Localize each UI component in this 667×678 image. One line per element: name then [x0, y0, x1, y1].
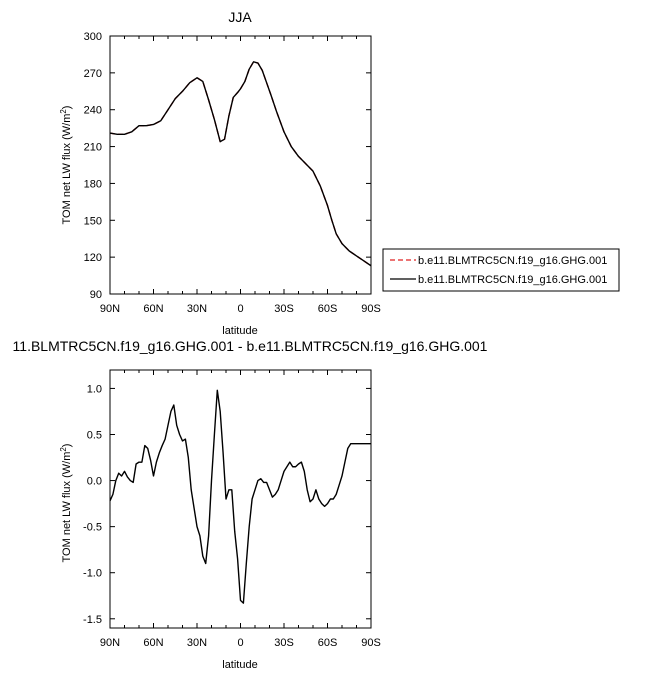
top-chart-plot-area: 90 120 150 180 210 240 270 300 90N 60N 30N 0 30S 60S 9…	[84, 31, 381, 315]
chart-1-ytick-label-2: 0.0	[87, 476, 102, 488]
bottom-chart: 11.BLMTRC5CN.f19_g16.GHG.001 - b.e11.BLM…	[13, 338, 488, 671]
bottom-chart-y-axis-label-sup: 2	[59, 447, 68, 452]
chart-1-xtick-label-2: 30N	[187, 637, 207, 649]
chart-0-xtick-label-2: 30N	[187, 303, 207, 315]
bottom-chart-y-axis-label: TOM net LW flux (W/m2)	[59, 444, 73, 563]
bottom-chart-plot-area: 1.0 0.5 0.0 -0.5 -1.0 -1.5 90N 60N 30N 0 30S 60S 90S	[83, 369, 381, 649]
chart-0-ytick-label-5: 240	[84, 105, 102, 117]
bottom-chart-title: 11.BLMTRC5CN.f19_g16.GHG.001 - b.e11.BLM…	[13, 338, 488, 354]
chart-1-xtick-label-3: 0	[237, 637, 243, 649]
chart-0-xtick-label-5: 60S	[318, 303, 338, 315]
chart-0-xtick-label-6: 90S	[361, 303, 381, 315]
legend-entry-2: b.e11.BLMTRC5CN.f19_g16.GHG.001	[418, 274, 607, 286]
chart-0-xtick-label-0: 90N	[100, 303, 120, 315]
chart-1-xtick-label-1: 60N	[143, 637, 163, 649]
chart-0-series-line-0	[109, 61, 372, 267]
chart-1-ytick-label-4: -1.0	[83, 568, 102, 580]
legend-frame	[382, 248, 620, 292]
bottom-chart-y-axis-label-main: TOM net LW flux (W/m	[61, 452, 73, 563]
chart-0-series-line-1	[109, 61, 372, 267]
top-chart-y-axis-label-sup: 2	[59, 109, 68, 114]
chart-0-ytick-label-0: 90	[90, 289, 102, 301]
top-chart-x-axis-label: latitude	[222, 325, 257, 337]
chart-1-ytick-label-0: 1.0	[87, 383, 102, 395]
chart-1-xtick-label-0: 90N	[100, 637, 120, 649]
chart-0-ytick-label-3: 180	[84, 178, 102, 190]
chart-0-frame	[109, 35, 372, 295]
chart-1-ytick-label-1: 0.5	[87, 430, 102, 442]
chart-0-ytick-label-6: 270	[84, 68, 102, 80]
legend-entry-1: b.e11.BLMTRC5CN.f19_g16.GHG.001	[418, 255, 607, 267]
chart-0-xtick-label-3: 0	[237, 303, 243, 315]
chart-0-ytick-label-4: 210	[84, 142, 102, 154]
chart-0-ytick-label-2: 150	[84, 215, 102, 227]
top-chart: JJA 90 120 150 180 210 240 270 300 90N 60N 30N 0 30S…	[59, 9, 620, 337]
chart-1-xtick-label-6: 90S	[361, 637, 381, 649]
chart-1-ytick-label-5: -1.5	[83, 614, 102, 626]
top-chart-y-axis-label-end: )	[61, 106, 73, 110]
top-chart-y-axis-label-main: TOM net LW flux (W/m	[61, 114, 73, 225]
chart-0-xtick-label-1: 60N	[143, 303, 163, 315]
chart-1-xtick-label-5: 60S	[318, 637, 338, 649]
chart-1-ytick-label-3: -0.5	[83, 522, 102, 534]
top-chart-legend: b.e11.BLMTRC5CN.f19_g16.GHG.001 b.e11.BL…	[382, 248, 620, 292]
top-chart-title: JJA	[228, 9, 252, 25]
bottom-chart-y-axis-label-end: )	[61, 444, 73, 448]
chart-0-ytick-label-1: 120	[84, 252, 102, 264]
chart-0-xtick-label-4: 30S	[274, 303, 294, 315]
chart-0-ytick-label-7: 300	[84, 31, 102, 43]
bottom-chart-x-axis-label: latitude	[222, 659, 257, 671]
top-chart-y-axis-label: TOM net LW flux (W/m2)	[59, 106, 73, 225]
chart-1-xtick-label-4: 30S	[274, 637, 294, 649]
chart-1-series-line-0	[109, 389, 371, 604]
